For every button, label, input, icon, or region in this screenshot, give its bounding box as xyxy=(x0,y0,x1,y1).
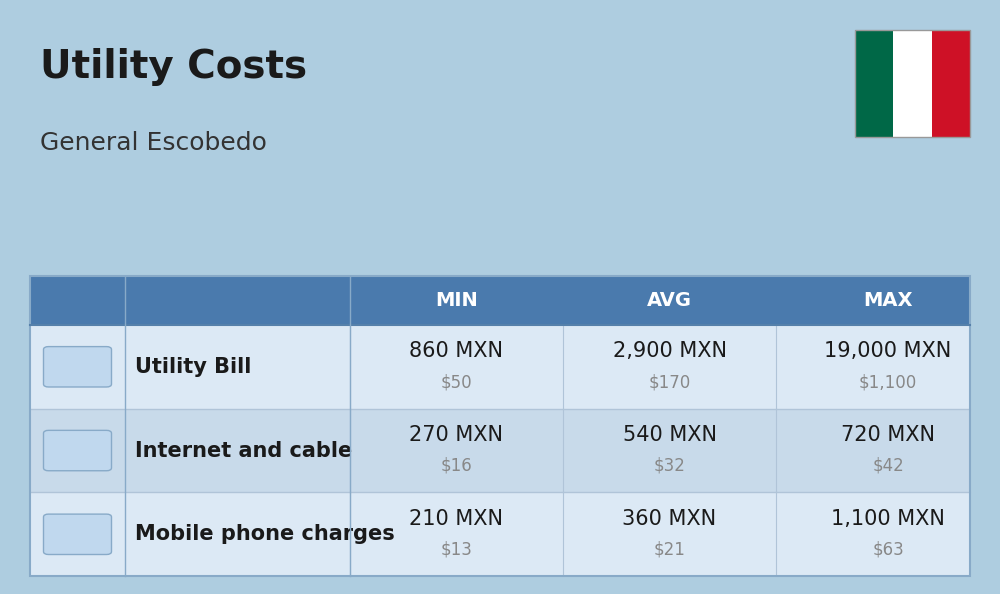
Text: General Escobedo: General Escobedo xyxy=(40,131,267,154)
Text: Utility Bill: Utility Bill xyxy=(135,357,251,377)
Text: 1,100 MXN: 1,100 MXN xyxy=(831,509,945,529)
FancyBboxPatch shape xyxy=(30,409,970,492)
FancyBboxPatch shape xyxy=(30,276,970,325)
Text: $42: $42 xyxy=(872,457,904,475)
Text: 19,000 MXN: 19,000 MXN xyxy=(824,342,952,361)
Text: 720 MXN: 720 MXN xyxy=(841,425,935,445)
Text: 540 MXN: 540 MXN xyxy=(623,425,717,445)
Text: 270 MXN: 270 MXN xyxy=(410,425,503,445)
Text: $1,100: $1,100 xyxy=(859,373,917,391)
Text: 360 MXN: 360 MXN xyxy=(622,509,717,529)
FancyBboxPatch shape xyxy=(893,30,932,137)
FancyBboxPatch shape xyxy=(30,325,970,409)
Text: 210 MXN: 210 MXN xyxy=(410,509,503,529)
Text: $16: $16 xyxy=(441,457,472,475)
Text: $13: $13 xyxy=(441,541,472,559)
FancyBboxPatch shape xyxy=(44,347,112,387)
FancyBboxPatch shape xyxy=(44,430,112,470)
Text: 2,900 MXN: 2,900 MXN xyxy=(613,342,727,361)
Text: Mobile phone charges: Mobile phone charges xyxy=(135,525,395,544)
FancyBboxPatch shape xyxy=(44,514,112,555)
Text: $63: $63 xyxy=(872,541,904,559)
Text: Utility Costs: Utility Costs xyxy=(40,48,307,86)
Text: Internet and cable: Internet and cable xyxy=(135,441,352,460)
Text: AVG: AVG xyxy=(647,291,692,310)
FancyBboxPatch shape xyxy=(932,30,970,137)
Text: $170: $170 xyxy=(648,373,691,391)
FancyBboxPatch shape xyxy=(30,492,970,576)
FancyBboxPatch shape xyxy=(855,30,893,137)
Text: MAX: MAX xyxy=(863,291,913,310)
Text: $50: $50 xyxy=(441,373,472,391)
Text: $21: $21 xyxy=(654,541,685,559)
Text: 860 MXN: 860 MXN xyxy=(410,342,503,361)
Text: MIN: MIN xyxy=(435,291,478,310)
Text: $32: $32 xyxy=(654,457,685,475)
